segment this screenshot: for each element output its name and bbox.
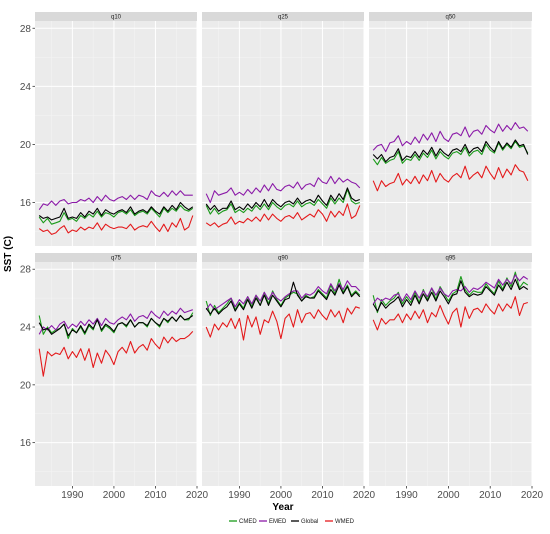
x-tick-label: 2000 (437, 490, 460, 501)
series-line-global (38, 314, 194, 337)
facet-strip (202, 253, 364, 262)
series-line-emed (38, 190, 193, 211)
facet-strip (35, 253, 197, 262)
series-line-emed (372, 274, 529, 305)
y-tick-label: 28 (20, 265, 32, 276)
x-tick-label: 1990 (228, 490, 251, 501)
series-line-cmed (38, 204, 194, 225)
y-tick-label: 20 (20, 140, 32, 151)
y-axis-title: SST (C) (3, 236, 14, 272)
x-tick-label: 1990 (395, 490, 418, 501)
facet-panel-q10: q10 16 20 24 28 (20, 12, 198, 246)
y-tick-label: 24 (20, 82, 32, 93)
panel-background (202, 262, 364, 486)
facet-strip (202, 12, 364, 21)
panel-background (202, 21, 364, 246)
series-line-wmed (372, 164, 529, 192)
x-tick-label: 2020 (186, 490, 209, 501)
facet-strip-label: q95 (445, 256, 456, 262)
x-tick-label: 2020 (353, 490, 376, 501)
series-line-wmed (38, 331, 194, 377)
series-line-global (372, 278, 529, 312)
facet-strip-label: q90 (278, 256, 289, 262)
facet-strip (369, 12, 532, 21)
facet-strip (369, 253, 532, 262)
series-line-global (205, 187, 360, 212)
legend-label-cmed: CMED (239, 519, 257, 525)
legend-label-global: Global (301, 519, 318, 525)
facet-strip (35, 12, 197, 21)
y-tick-label: 16 (20, 198, 32, 209)
series-line-cmed (372, 140, 529, 166)
y-tick-label: 20 (20, 380, 32, 391)
x-tick-label: 1990 (61, 490, 84, 501)
series-line-wmed (205, 203, 361, 228)
series-line-emed (205, 280, 361, 311)
facet-strip-label: q75 (111, 256, 122, 262)
facet-panel-q90: q90 1990 2000 2010 2020 (202, 253, 376, 501)
facet-strip-label: q10 (111, 15, 122, 21)
series-line-wmed (205, 306, 360, 341)
y-tick-label: 28 (20, 24, 32, 35)
series-line-global (372, 139, 529, 163)
legend-label-emed: EMED (269, 519, 287, 525)
series-line-emed (38, 307, 193, 335)
x-tick-label: 2000 (103, 490, 126, 501)
y-tick-label: 16 (20, 438, 32, 449)
facet-strip-label: q25 (278, 15, 289, 21)
y-tick-label: 24 (20, 323, 32, 334)
x-tick-label: 2020 (521, 490, 544, 501)
series-line-global (205, 281, 361, 315)
legend: CMED EMED Global WMED (229, 519, 355, 525)
legend-label-wmed: WMED (335, 519, 355, 525)
series-line-global (38, 201, 194, 221)
series-line-emed (205, 175, 361, 204)
series-line-cmed (205, 188, 360, 215)
series-line-emed (372, 122, 529, 153)
series-line-wmed (372, 296, 528, 331)
panel-background (369, 21, 532, 246)
panel-background (35, 262, 197, 486)
facet-panel-q75: q75 16 20 24 28 1990 2000 2010 2020 (20, 253, 209, 501)
facet-strip-label: q50 (445, 15, 456, 21)
x-tick-label: 2010 (479, 490, 502, 501)
facet-panel-q25: q25 (202, 12, 365, 246)
x-axis-title: Year (272, 502, 293, 513)
facet-panel-q95: q95 1990 2000 2010 2020 (369, 253, 544, 501)
x-tick-label: 2010 (311, 490, 334, 501)
series-line-wmed (38, 215, 194, 235)
facet-panel-q50: q50 (369, 12, 533, 246)
x-tick-label: 2010 (144, 490, 167, 501)
x-tick-label: 2000 (270, 490, 293, 501)
